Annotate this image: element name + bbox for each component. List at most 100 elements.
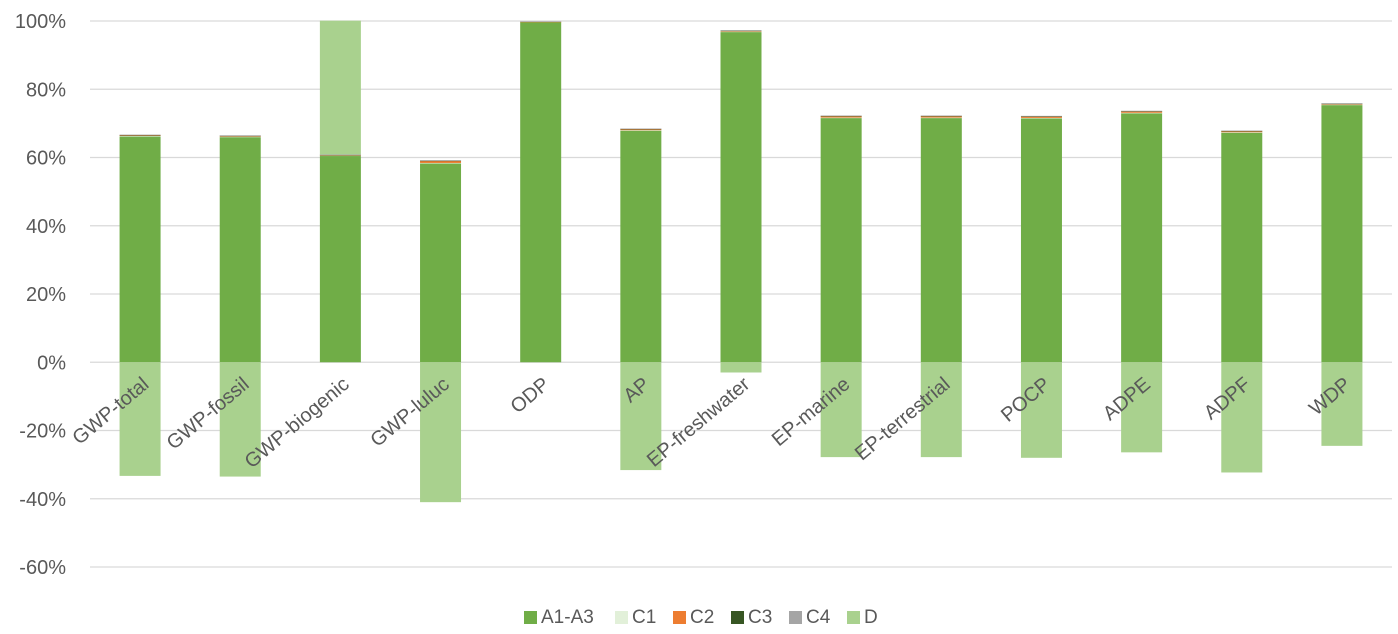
legend-label-c4: C4 (806, 607, 831, 628)
y-tick-label: 0% (37, 352, 66, 374)
bar-ap-d (620, 362, 662, 471)
y-tick-label: -20% (19, 421, 66, 443)
bar-gwp-biogenic-c3 (319, 154, 361, 156)
bar-pocp-c4 (1020, 115, 1062, 117)
bar-adpe-c2 (1121, 111, 1163, 113)
bar-ep-marine-d (820, 362, 862, 458)
bar-ep-freshwater-c4 (720, 30, 762, 31)
bar-ap-c1 (620, 130, 662, 131)
bar-adpf-a1-a3 (1221, 132, 1263, 363)
legend-label-c3: C3 (748, 607, 772, 628)
bar-wdp-c1 (1321, 104, 1363, 106)
bar-odp-c2 (520, 21, 562, 23)
bar-ep-terrestrial-a1-a3 (920, 117, 962, 363)
y-tick-label: 80% (26, 79, 66, 101)
bar-wdp-d (1321, 362, 1363, 446)
bar-gwp-fossil-c3 (219, 135, 261, 137)
bars (119, 20, 1363, 503)
bar-gwp-luluc-d (420, 362, 462, 503)
bar-adpf-c4 (1221, 130, 1263, 132)
bar-adpf-d (1221, 362, 1263, 473)
y-tick-label: 100% (15, 11, 66, 33)
bar-ep-freshwater-c1 (720, 31, 762, 33)
legend-swatch-c3 (731, 611, 744, 624)
bar-adpe-c3 (1121, 111, 1163, 112)
bar-ap-a1-a3 (620, 130, 662, 363)
bar-ap-c2 (620, 129, 662, 131)
bar-ep-terrestrial-d (920, 362, 962, 458)
bar-wdp-c3 (1321, 103, 1363, 105)
bar-gwp-luluc-a1-a3 (420, 163, 462, 363)
bar-gwp-total-a1-a3 (119, 136, 161, 363)
bar-gwp-luluc-c4 (420, 160, 462, 161)
bar-pocp-a1-a3 (1020, 118, 1062, 363)
bar-ep-marine-c2 (820, 116, 862, 118)
legend-label-c2: C2 (690, 607, 714, 628)
bar-gwp-fossil-c1 (219, 136, 261, 138)
bar-ep-marine-c3 (820, 115, 862, 117)
legend-label-d: D (864, 607, 878, 628)
bar-gwp-biogenic-c4 (319, 154, 361, 156)
bar-adpf-c2 (1221, 131, 1263, 133)
bar-ap-c4 (620, 128, 662, 130)
bar-ap-c3 (620, 128, 662, 130)
bar-ep-marine-c4 (820, 115, 862, 117)
y-tick-label: 40% (26, 216, 66, 238)
bar-gwp-fossil-a1-a3 (219, 137, 261, 363)
y-tick-label: -40% (19, 489, 66, 511)
bar-gwp-biogenic-c2 (319, 155, 361, 156)
bar-gwp-luluc-c3 (420, 160, 462, 162)
bar-ep-freshwater-d (720, 362, 762, 373)
bar-adpe-d (1121, 362, 1163, 453)
bar-ep-marine-c1 (820, 117, 862, 119)
bar-gwp-biogenic-d (319, 20, 361, 155)
bar-gwp-biogenic-a1-a3 (319, 155, 361, 363)
bar-odp-c4 (520, 21, 562, 22)
bar-gwp-fossil-c4 (219, 135, 261, 136)
legend-swatch-c4 (789, 611, 802, 624)
bar-wdp-c2 (1321, 103, 1363, 105)
bar-gwp-luluc-c1 (420, 162, 462, 164)
bar-adpf-c1 (1221, 132, 1263, 133)
bar-adpe-a1-a3 (1121, 113, 1163, 363)
category-label: ODP (507, 373, 554, 418)
bar-adpe-c4 (1121, 110, 1163, 112)
bar-gwp-luluc-c2 (420, 160, 462, 163)
bar-wdp-a1-a3 (1321, 104, 1363, 363)
y-tick-label: -60% (19, 557, 66, 579)
legend-label-a1-a3: A1-A3 (541, 607, 594, 628)
legend-swatch-a1-a3 (524, 611, 537, 624)
bar-odp-a1-a3 (520, 22, 562, 363)
y-tick-label: 20% (26, 284, 66, 306)
bar-wdp-c4 (1321, 103, 1363, 104)
legend-swatch-c1 (615, 611, 628, 624)
y-tick-label: 60% (26, 148, 66, 170)
legend-swatch-c2 (673, 611, 686, 624)
bar-gwp-fossil-d (219, 362, 261, 477)
bar-gwp-total-d (119, 362, 161, 476)
bar-gwp-total-c2 (119, 135, 161, 137)
bar-pocp-c1 (1020, 117, 1062, 119)
bar-gwp-total-c4 (119, 134, 161, 136)
bar-ep-terrestrial-c3 (920, 115, 962, 117)
bar-ep-freshwater-a1-a3 (720, 31, 762, 363)
bar-ep-terrestrial-c1 (920, 117, 962, 119)
bar-pocp-c2 (1020, 116, 1062, 118)
bar-gwp-total-c1 (119, 136, 161, 137)
bar-ep-terrestrial-c4 (920, 115, 962, 117)
bar-pocp-d (1020, 362, 1062, 458)
bar-pocp-c3 (1020, 116, 1062, 117)
legend-label-c1: C1 (632, 607, 656, 628)
bar-gwp-total-c3 (119, 134, 161, 136)
bar-ep-terrestrial-c2 (920, 116, 962, 118)
bar-ep-freshwater-c3 (720, 30, 762, 32)
bar-ep-freshwater-c2 (720, 30, 762, 32)
bar-gwp-biogenic-c1 (319, 155, 361, 157)
bar-ep-marine-a1-a3 (820, 117, 862, 363)
y-axis-tick-labels: 100% 80% 60% 40% 20% 0% -20% -40% -60% (15, 11, 66, 579)
bar-adpf-c3 (1221, 130, 1263, 132)
legend: A1-A3 C1 C2 C3 C4 D (524, 607, 878, 628)
legend-swatch-d (847, 611, 860, 624)
